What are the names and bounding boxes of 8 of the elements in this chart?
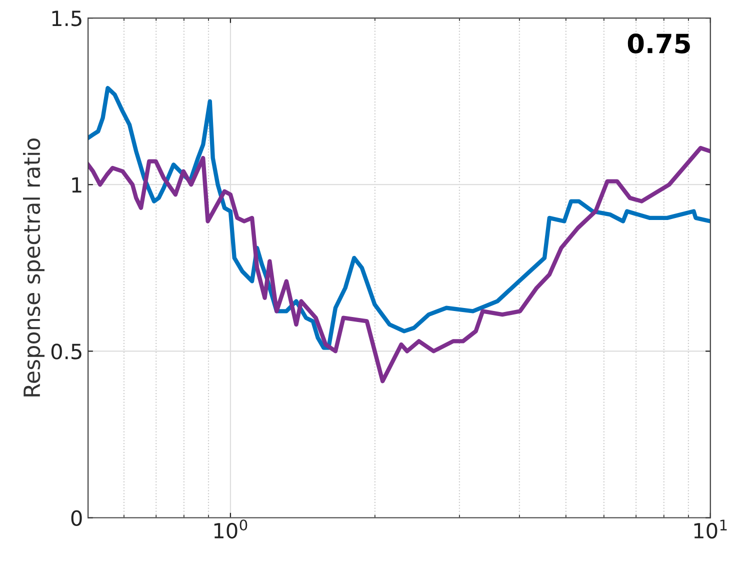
x-tick-label: 10$^{1}$: [694, 520, 727, 539]
y-tick-label: 0: [71, 510, 82, 526]
y-axis-title: Response spectral ratio: [23, 138, 45, 396]
annotation: 0.75: [628, 34, 690, 54]
y-tick-label: 1.5: [52, 10, 82, 26]
x-tick-label: 10$^{0}$: [214, 519, 248, 539]
y-tick-label: 0.5: [51, 344, 82, 360]
y-tick-label: 1: [72, 177, 82, 193]
